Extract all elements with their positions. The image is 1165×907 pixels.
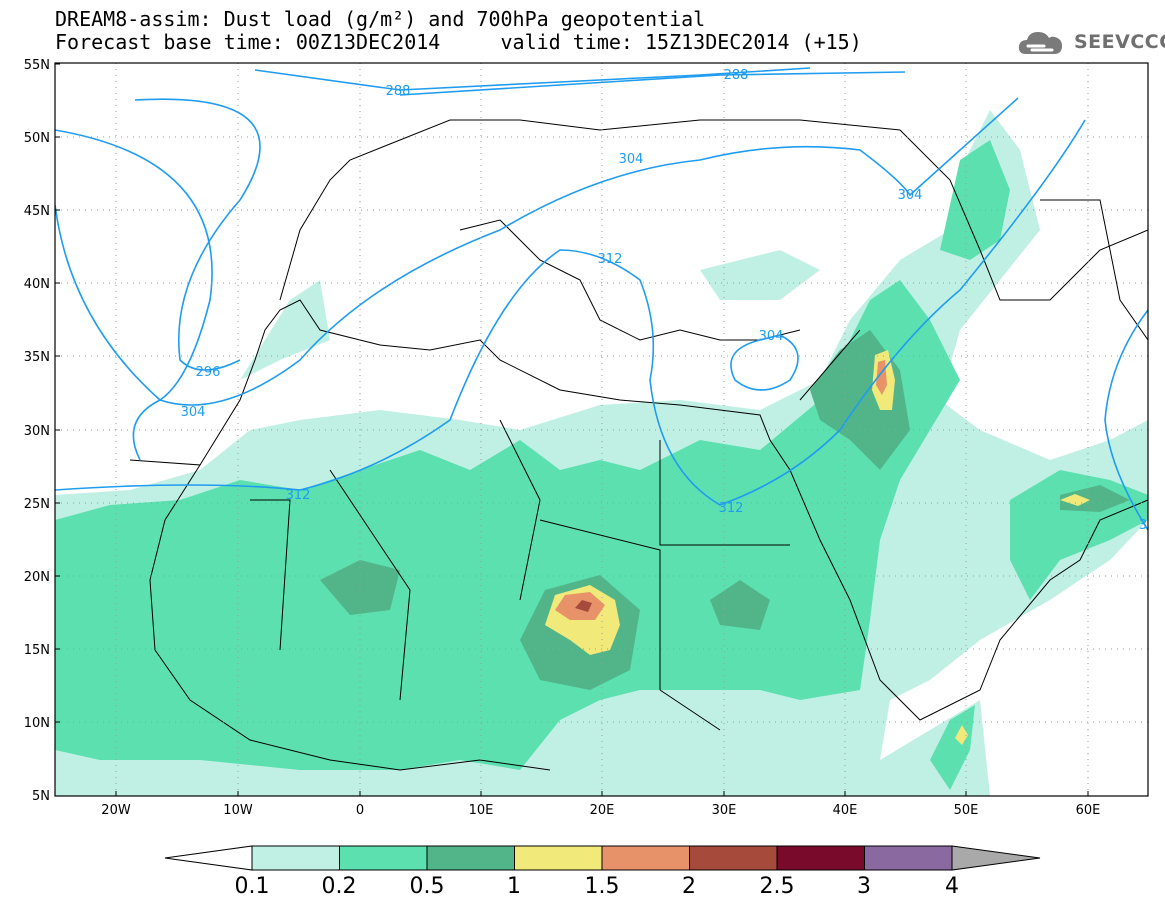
colorbar-swatch (776, 845, 865, 871)
contour-label: 312 (598, 252, 623, 267)
lat-label: 35N (24, 350, 50, 365)
axis-ticks (55, 63, 1089, 796)
contour-label: 296 (196, 365, 221, 380)
colorbar-upper-arrow (951, 845, 1041, 871)
lon-label: 0 (356, 803, 364, 818)
colorbar-label: 1 (507, 874, 521, 899)
dust-level-2 (575, 600, 592, 612)
lon-label: 60E (1076, 803, 1101, 818)
lon-label: 20W (101, 803, 131, 818)
contour-label: 3 (1139, 518, 1147, 533)
colorbar-label: 4 (945, 874, 959, 899)
colorbar-label: 2.5 (760, 874, 795, 899)
graticule (55, 63, 1148, 796)
colorbar-swatch (601, 845, 690, 871)
contour-label: 288 (724, 68, 749, 83)
lat-label: 10N (24, 716, 50, 731)
colorbar-swatch (689, 845, 778, 871)
contour-label: 288 (386, 84, 411, 99)
cloud-icon (1018, 32, 1062, 54)
lat-label: 40N (24, 277, 50, 292)
colorbar-swatch (251, 845, 340, 871)
lat-label: 20N (24, 570, 50, 585)
lon-label: 20E (590, 803, 615, 818)
lon-label: 30E (712, 803, 737, 818)
colorbar-swatch (339, 845, 428, 871)
colorbar-label: 1.5 (585, 874, 620, 899)
contour-label: 312 (719, 501, 744, 516)
colorbar-swatch (864, 845, 953, 871)
colorbar-swatch (514, 845, 603, 871)
lon-label: 50E (954, 803, 979, 818)
contour-label: 312 (286, 488, 311, 503)
map-title: DREAM8-assim: Dust load (g/m²) and 700hP… (55, 7, 706, 31)
contour-label: 304 (619, 152, 644, 167)
colorbar-swatch (426, 845, 515, 871)
lat-label: 25N (24, 497, 50, 512)
colorbar-lower-arrow (164, 845, 253, 871)
lon-label: 10E (469, 803, 494, 818)
lon-label: 10W (223, 803, 253, 818)
colorbar-label: 0.2 (322, 874, 357, 899)
lat-label: 5N (32, 789, 50, 804)
logo-text: SEEVCCC (1074, 31, 1165, 53)
lon-label: 40E (833, 803, 858, 818)
colorbar-label: 0.1 (235, 874, 270, 899)
lat-label: 50N (24, 131, 50, 146)
colorbar (164, 845, 1041, 871)
lat-label: 45N (24, 204, 50, 219)
colorbar-label: 3 (857, 874, 871, 899)
lat-label: 30N (24, 424, 50, 439)
colorbar-label: 2 (682, 874, 696, 899)
map-subtitle: Forecast base time: 00Z13DEC2014 valid t… (55, 30, 862, 54)
contour-label: 304 (181, 405, 206, 420)
geopotential-contours (55, 67, 1148, 531)
contour-label: 304 (898, 188, 923, 203)
contour-label: 304 (759, 329, 784, 344)
lat-label: 15N (24, 643, 50, 658)
lat-label: 55N (24, 58, 50, 73)
coastlines (129, 119, 1148, 771)
colorbar-label: 0.5 (410, 874, 445, 899)
